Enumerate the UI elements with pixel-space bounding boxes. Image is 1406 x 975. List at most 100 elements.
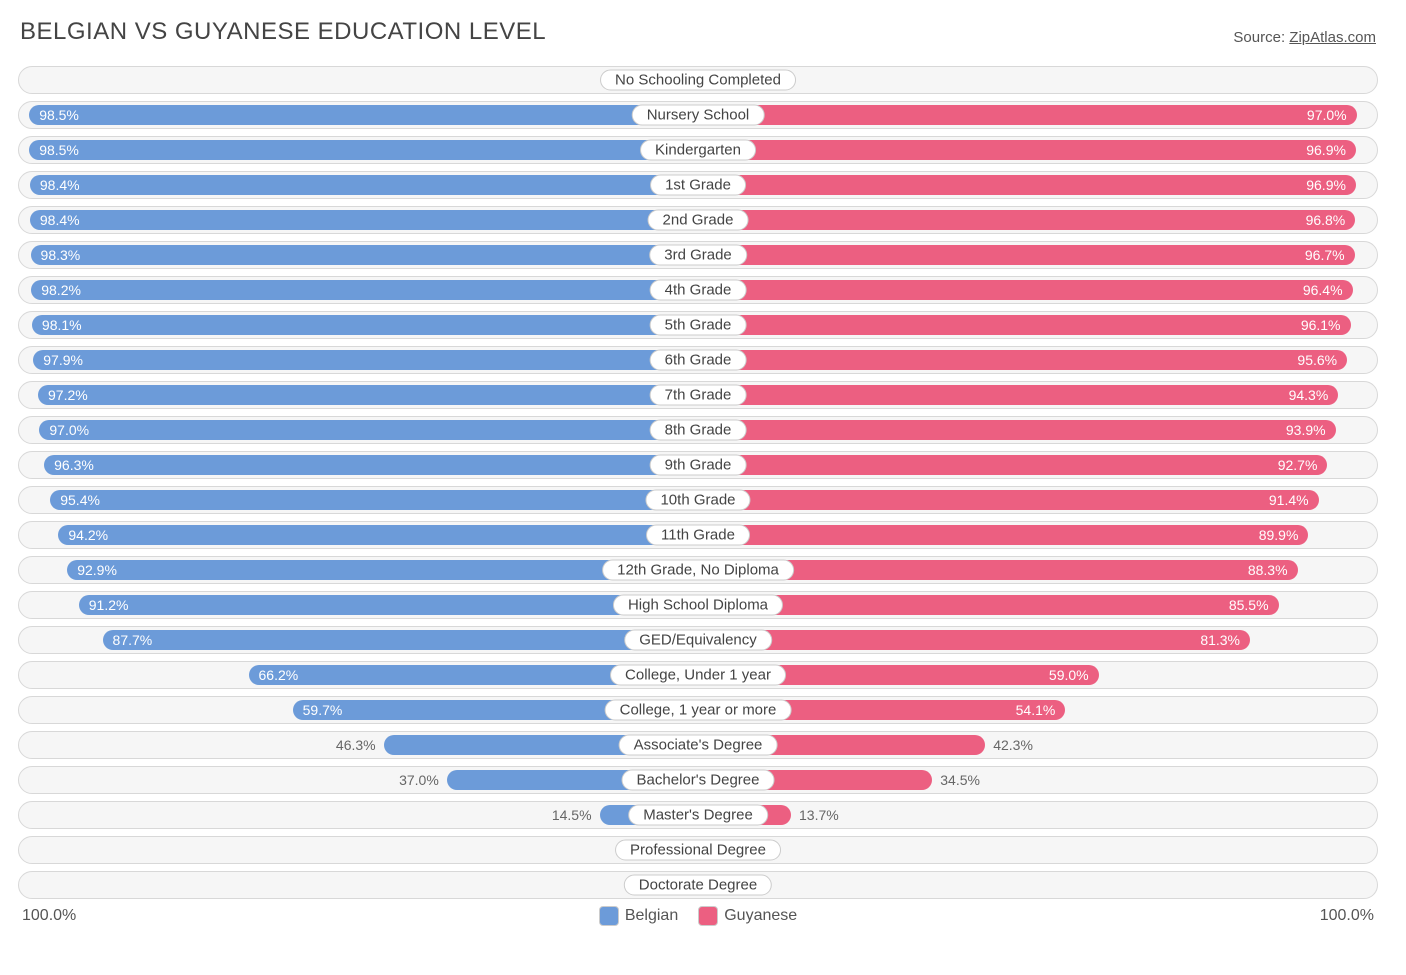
bar-left: 95.4% [50, 490, 698, 510]
chart-title: BELGIAN VS GUYANESE EDUCATION LEVEL [20, 18, 546, 46]
chart-row: 1.8%1.4%Doctorate Degree [18, 871, 1378, 899]
value-label-right: 42.3% [993, 737, 1033, 753]
chart-row: 4.3%3.8%Professional Degree [18, 836, 1378, 864]
category-label: 11th Grade [646, 525, 750, 546]
chart-row: 1.6%3.0%No Schooling Completed [18, 66, 1378, 94]
chart-row: 14.5% 13.7% Master's Degree [18, 801, 1378, 829]
source-prefix: Source: [1233, 29, 1289, 46]
bar-left: 98.2% [31, 280, 698, 300]
category-label: 8th Grade [650, 420, 747, 441]
category-label: No Schooling Completed [600, 70, 796, 91]
chart-container: BELGIAN VS GUYANESE EDUCATION LEVEL Sour… [0, 0, 1406, 946]
bar-left: 96.3% [44, 455, 698, 475]
chart-row: 98.5%96.9%Kindergarten [18, 136, 1378, 164]
bar-right: 97.0% [698, 105, 1357, 125]
bar-right: 92.7% [698, 455, 1327, 475]
chart-row: 98.4%96.9%1st Grade [18, 171, 1378, 199]
chart-row: 97.9%95.6%6th Grade [18, 346, 1378, 374]
legend-swatch-left [599, 906, 619, 926]
legend-item-left: Belgian [599, 906, 678, 926]
value-label-right: 34.5% [940, 772, 980, 788]
chart-row: 98.4%96.8%2nd Grade [18, 206, 1378, 234]
bar-right: 94.3% [698, 385, 1338, 405]
chart-rows: 1.6%3.0%No Schooling Completed98.5%97.0%… [18, 66, 1378, 899]
category-label: 5th Grade [650, 315, 747, 336]
category-label: 10th Grade [645, 490, 750, 511]
bar-right: 96.9% [698, 140, 1356, 160]
bar-right: 93.9% [698, 420, 1336, 440]
bar-left: 98.1% [32, 315, 698, 335]
category-label: Doctorate Degree [624, 875, 772, 896]
bar-right: 96.1% [698, 315, 1351, 335]
category-label: 9th Grade [650, 455, 747, 476]
value-label-left: 37.0% [399, 772, 439, 788]
chart-row: 97.0%93.9%8th Grade [18, 416, 1378, 444]
axis-right-max: 100.0% [1320, 907, 1374, 925]
bar-left: 97.9% [33, 350, 698, 370]
chart-row: 92.9%88.3%12th Grade, No Diploma [18, 556, 1378, 584]
category-label: High School Diploma [613, 595, 783, 616]
category-label: College, Under 1 year [610, 665, 786, 686]
chart-row: 91.2%85.5%High School Diploma [18, 591, 1378, 619]
category-label: Professional Degree [615, 840, 781, 861]
bar-left: 98.5% [29, 105, 698, 125]
chart-row: 87.7%81.3%GED/Equivalency [18, 626, 1378, 654]
category-label: 3rd Grade [649, 245, 747, 266]
bar-left: 94.2% [58, 525, 698, 545]
category-label: 2nd Grade [648, 210, 749, 231]
chart-row: 94.2%89.9%11th Grade [18, 521, 1378, 549]
category-label: GED/Equivalency [624, 630, 772, 651]
bar-right: 85.5% [698, 595, 1279, 615]
bar-left: 98.4% [30, 210, 698, 230]
chart-row: 96.3%92.7%9th Grade [18, 451, 1378, 479]
chart-header: BELGIAN VS GUYANESE EDUCATION LEVEL Sour… [18, 18, 1378, 46]
chart-legend: Belgian Guyanese [599, 906, 797, 926]
source-link[interactable]: ZipAtlas.com [1289, 29, 1376, 46]
bar-right: 81.3% [698, 630, 1250, 650]
axis-left-max: 100.0% [22, 907, 76, 925]
category-label: Master's Degree [628, 805, 768, 826]
chart-row: 98.3%96.7%3rd Grade [18, 241, 1378, 269]
value-label-right: 13.7% [799, 807, 839, 823]
bar-left: 91.2% [79, 595, 698, 615]
category-label: 12th Grade, No Diploma [602, 560, 794, 581]
chart-footer: 100.0% Belgian Guyanese 100.0% [18, 906, 1378, 926]
legend-swatch-right [698, 906, 718, 926]
value-label-left: 46.3% [336, 737, 376, 753]
chart-row: 95.4%91.4%10th Grade [18, 486, 1378, 514]
bar-right: 96.8% [698, 210, 1355, 230]
bar-left: 87.7% [103, 630, 698, 650]
category-label: 7th Grade [650, 385, 747, 406]
chart-row: 59.7%54.1%College, 1 year or more [18, 696, 1378, 724]
chart-row: 37.0% 34.5% Bachelor's Degree [18, 766, 1378, 794]
bar-right: 96.7% [698, 245, 1355, 265]
chart-row: 66.2%59.0%College, Under 1 year [18, 661, 1378, 689]
chart-row: 98.2%96.4%4th Grade [18, 276, 1378, 304]
chart-row: 98.1%96.1%5th Grade [18, 311, 1378, 339]
category-label: College, 1 year or more [605, 700, 792, 721]
bar-left: 97.0% [39, 420, 698, 440]
bar-left: 98.5% [29, 140, 698, 160]
bar-right: 96.4% [698, 280, 1353, 300]
value-label-left: 14.5% [552, 807, 592, 823]
bar-right: 89.9% [698, 525, 1308, 545]
bar-left: 97.2% [38, 385, 698, 405]
chart-source: Source: ZipAtlas.com [1233, 29, 1376, 46]
chart-row: 97.2%94.3%7th Grade [18, 381, 1378, 409]
category-label: 1st Grade [650, 175, 746, 196]
legend-label-right: Guyanese [724, 907, 797, 925]
legend-label-left: Belgian [625, 907, 678, 925]
bar-left: 98.4% [30, 175, 698, 195]
category-label: 4th Grade [650, 280, 747, 301]
chart-row: 98.5%97.0%Nursery School [18, 101, 1378, 129]
chart-row: 46.3% 42.3% Associate's Degree [18, 731, 1378, 759]
bar-right: 95.6% [698, 350, 1347, 370]
category-label: Associate's Degree [619, 735, 778, 756]
category-label: Kindergarten [640, 140, 756, 161]
bar-right: 91.4% [698, 490, 1319, 510]
category-label: Bachelor's Degree [622, 770, 775, 791]
category-label: Nursery School [632, 105, 765, 126]
legend-item-right: Guyanese [698, 906, 797, 926]
bar-right: 96.9% [698, 175, 1356, 195]
category-label: 6th Grade [650, 350, 747, 371]
